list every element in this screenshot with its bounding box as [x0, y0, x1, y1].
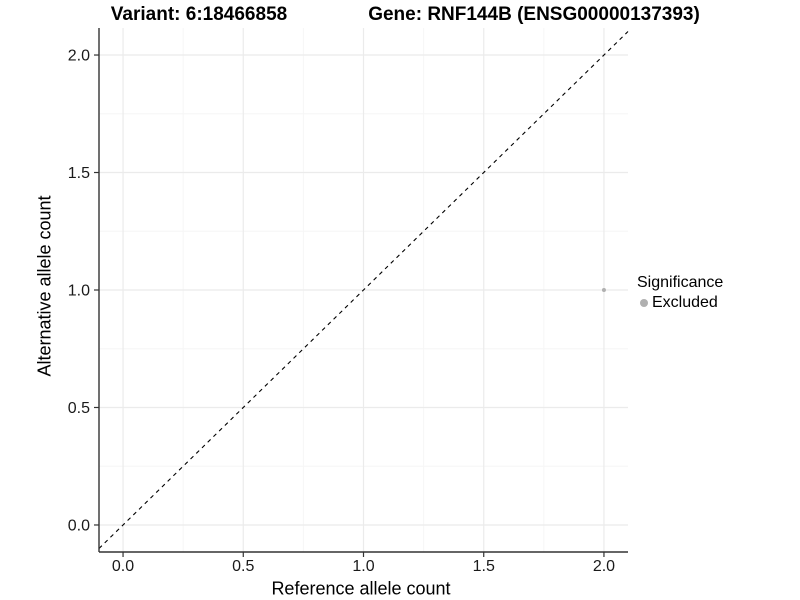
x-tick-label: 1.0	[352, 558, 374, 575]
legend-title: Significance	[637, 274, 724, 291]
y-tick-label: 1.5	[68, 165, 90, 182]
identity-line	[98, 31, 629, 549]
x-tick-label: 2.0	[593, 558, 615, 575]
x-tick-label: 0.5	[232, 558, 254, 575]
x-tick-label: 0.0	[112, 558, 134, 575]
y-tick-label: 0.0	[68, 517, 90, 534]
y-axis-title: Alternative allele count	[34, 195, 55, 377]
x-tick-label: 1.5	[473, 558, 495, 575]
y-tick-label: 0.5	[68, 400, 90, 417]
legend-item-label: Excluded	[652, 294, 718, 311]
legend-item-excluded: Excluded	[640, 293, 723, 312]
y-tick-label: 1.0	[68, 283, 90, 300]
x-axis-title: Reference allele count	[271, 578, 451, 599]
plot-title-gene: Gene: RNF144B (ENSG00000137393)	[368, 4, 700, 25]
plot-title-variant: Variant: 6:18466858	[110, 4, 288, 25]
y-tick-label: 2.0	[68, 48, 90, 65]
data-point	[601, 288, 606, 292]
legend-point-icon	[640, 298, 648, 307]
legend: Significance Excluded	[637, 273, 723, 312]
